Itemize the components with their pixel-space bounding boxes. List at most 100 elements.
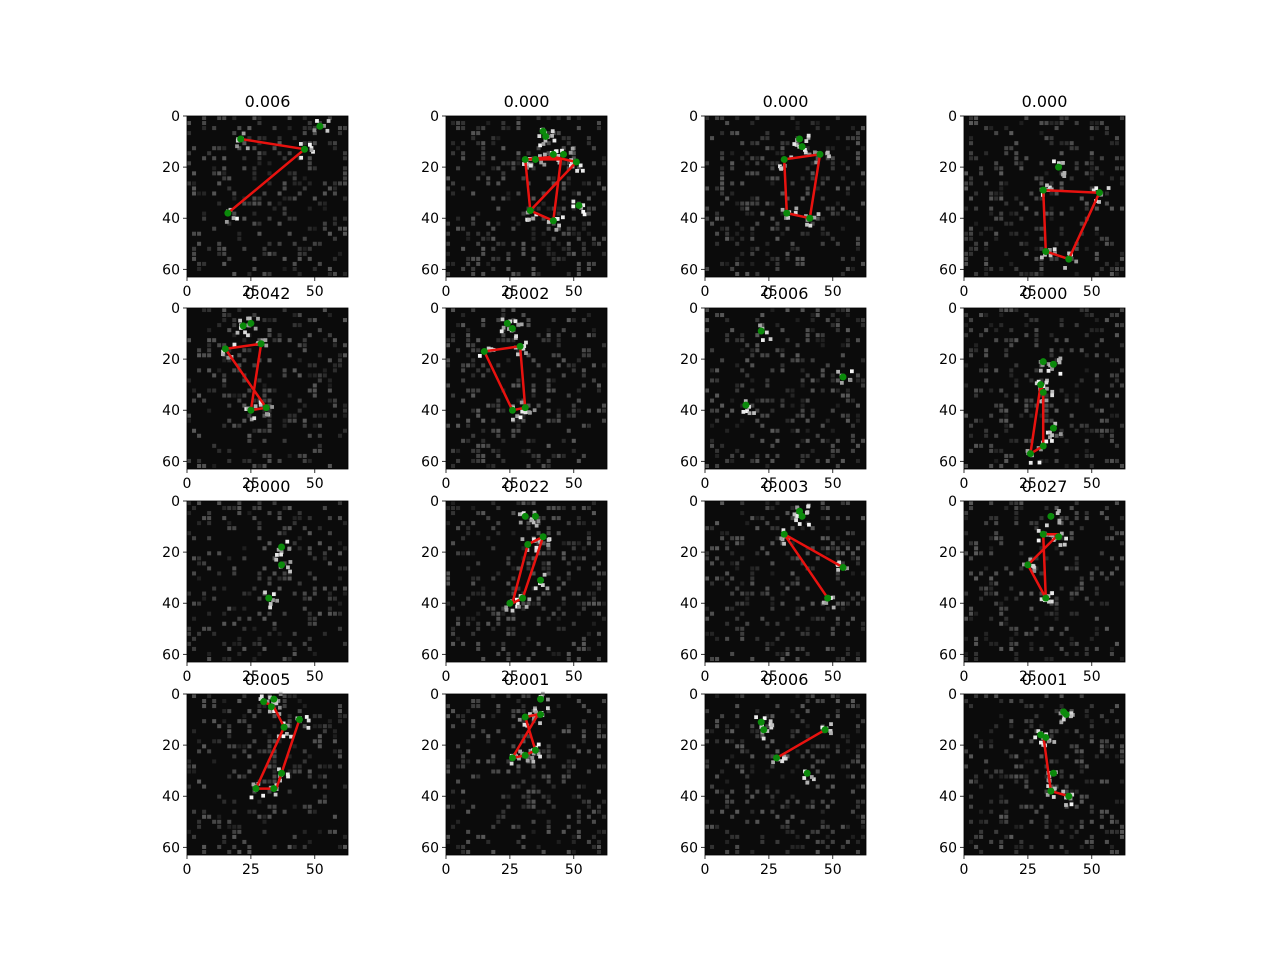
x-tick-label: 25 (760, 669, 778, 685)
subplot-6: 0 25 50 0 20 40 60 0.002 (421, 284, 608, 492)
axes-frame (963, 115, 1126, 278)
keypoint-7 (1065, 792, 1073, 800)
keypoint-2 (798, 143, 806, 151)
subplot-11: 0 25 50 0 20 40 60 0.003 (680, 477, 867, 685)
x-tick-label: 25 (1019, 862, 1037, 878)
keypoint-2 (798, 512, 806, 520)
subplot-3: 0 25 50 0 20 40 60 0.000 (680, 92, 867, 300)
x-tick-label: 0 (960, 284, 969, 300)
x-tick-label: 0 (183, 862, 192, 878)
image-noise (446, 501, 606, 661)
x-tick-label: 25 (501, 669, 519, 685)
subplot-4: 0 25 50 0 20 40 60 0.000 (939, 92, 1126, 300)
x-tick-label: 50 (1083, 862, 1101, 878)
y-tick-label: 40 (680, 596, 698, 612)
keypoint-1 (316, 122, 324, 130)
y-tick-label: 20 (939, 545, 957, 561)
x-tick-label: 0 (442, 476, 451, 492)
y-tick-label: 40 (421, 403, 439, 419)
axes-frame (186, 500, 349, 663)
x-tick-label: 50 (1083, 284, 1101, 300)
y-tick-label: 0 (171, 494, 180, 510)
y-tick-label: 60 (162, 647, 180, 663)
x-tick-label: 50 (306, 669, 324, 685)
keypoint-3 (742, 401, 750, 409)
x-tick-label: 0 (442, 284, 451, 300)
keypoint-5 (1065, 255, 1073, 263)
y-tick-label: 0 (948, 687, 957, 703)
subplot-15: 0 25 50 0 20 40 60 0.006 (680, 670, 867, 878)
y-tick-label: 60 (939, 454, 957, 470)
y-tick-label: 20 (939, 160, 957, 176)
keypoint-4 (816, 150, 824, 158)
keypoint-2 (839, 373, 847, 381)
y-tick-label: 0 (430, 494, 439, 510)
keypoint-6 (521, 404, 529, 412)
keypoint-5 (1042, 594, 1050, 602)
keypoint-2 (1039, 530, 1047, 538)
keypoint-3 (267, 703, 275, 711)
keypoint-1 (239, 322, 247, 330)
keypoint-4 (539, 533, 547, 541)
keypoint-1 (757, 327, 765, 335)
subplot-title: 0.000 (245, 477, 291, 496)
x-tick-label: 25 (1019, 669, 1037, 685)
y-tick-label: 0 (430, 687, 439, 703)
y-tick-label: 60 (939, 840, 957, 856)
keypoint-5 (537, 576, 545, 584)
y-tick-label: 20 (162, 352, 180, 368)
keypoint-6 (262, 404, 270, 412)
y-tick-label: 40 (162, 596, 180, 612)
y-tick-label: 40 (162, 789, 180, 805)
y-tick-label: 40 (421, 789, 439, 805)
x-tick-label: 25 (242, 862, 260, 878)
subplot-16: 0 25 50 0 20 40 60 0.001 (939, 670, 1126, 878)
axes-frame (186, 693, 349, 856)
keypoint-2 (542, 132, 550, 140)
x-tick-label: 0 (960, 476, 969, 492)
y-tick-label: 60 (162, 840, 180, 856)
x-tick-label: 50 (824, 284, 842, 300)
subplot-2: 0 25 50 0 20 40 60 0.000 (421, 92, 608, 300)
subplot-title: 0.022 (504, 477, 550, 496)
x-tick-label: 25 (501, 862, 519, 878)
keypoint-3 (537, 710, 545, 718)
keypoint-2 (270, 695, 278, 703)
keypoint-3 (1055, 533, 1063, 541)
image-noise (964, 501, 1124, 661)
axes-frame (963, 500, 1126, 663)
keypoint-4 (257, 340, 265, 348)
y-tick-label: 0 (948, 494, 957, 510)
keypoint-6 (560, 150, 568, 158)
keypoint-3 (780, 530, 788, 538)
y-tick-label: 0 (430, 301, 439, 317)
y-tick-label: 20 (680, 352, 698, 368)
x-tick-label: 50 (565, 476, 583, 492)
y-tick-label: 60 (162, 454, 180, 470)
subplot-14: 0 25 50 0 20 40 60 0.001 (421, 670, 608, 878)
keypoint-1 (757, 718, 765, 726)
y-tick-label: 40 (162, 403, 180, 419)
skeleton-line (511, 713, 540, 760)
y-tick-label: 40 (939, 403, 957, 419)
x-tick-label: 25 (242, 669, 260, 685)
keypoint-7 (1039, 442, 1047, 450)
y-tick-label: 0 (689, 687, 698, 703)
keypoint-3 (301, 145, 309, 153)
x-tick-label: 25 (242, 476, 260, 492)
keypoint-4 (516, 342, 524, 350)
keypoint-2 (247, 319, 255, 327)
y-tick-label: 40 (421, 211, 439, 227)
keypoint-5 (1049, 769, 1057, 777)
keypoint-2 (531, 512, 539, 520)
x-tick-label: 0 (442, 862, 451, 878)
y-tick-label: 60 (162, 262, 180, 278)
axes-frame (186, 307, 349, 470)
keypoint-3 (821, 726, 829, 734)
y-tick-label: 40 (421, 596, 439, 612)
keypoint-8 (270, 785, 278, 793)
keypoint-2 (508, 324, 516, 332)
keypoint-2 (237, 135, 245, 143)
keypoint-1 (503, 319, 511, 327)
